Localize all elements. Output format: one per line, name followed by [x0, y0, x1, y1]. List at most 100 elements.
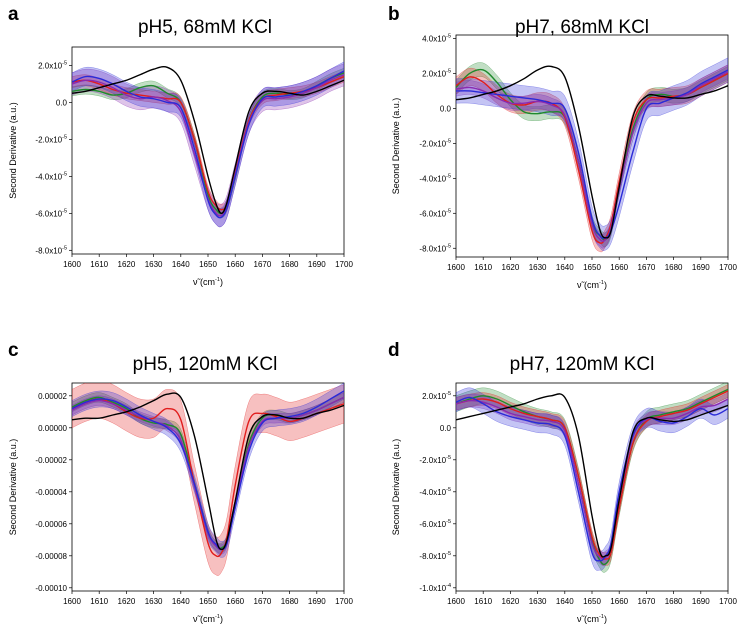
chart-panel-d: d pH7, 120mM KCl 1600 1610 1620 1630 1640 1650 1…	[388, 340, 737, 624]
y-tick-label: 0.0	[440, 424, 452, 433]
series-band-green	[456, 62, 728, 248]
x-tick-label: 1650	[583, 597, 601, 606]
panel-title: pH7, 120mM KCl	[510, 354, 655, 375]
x-tick-label: 1620	[502, 263, 520, 272]
series-line-blue	[72, 390, 344, 551]
x-tick-label: 1640	[172, 597, 190, 606]
x-tick-label: 1660	[610, 597, 628, 606]
series-line-blue	[456, 69, 728, 240]
panel-title: pH7, 68mM KCl	[515, 17, 649, 38]
chart-panel-c: c pH5, 120mM KCl 1600 1610 1620 1630 1640 1650 1…	[8, 340, 353, 624]
x-tick-label: 1700	[335, 260, 353, 269]
y-tick-label: 0.0	[56, 98, 68, 107]
x-tick-label: 1620	[502, 597, 520, 606]
y-tick-label: -6.0x10-5	[419, 208, 451, 218]
y-tick-label: 2.0x10-5	[38, 60, 67, 70]
series-line-red	[72, 398, 344, 558]
y-tick-label: 2.0x10-5	[422, 391, 451, 401]
x-tick-label: 1690	[308, 260, 326, 269]
x-axis-label: ν̃ (cm-1)	[577, 280, 607, 290]
x-tick-label: 1600	[63, 597, 81, 606]
series-band-purple	[456, 64, 728, 249]
series-line-black	[456, 393, 728, 558]
y-tick-label: 0.0	[440, 104, 452, 113]
series-line-black	[72, 65, 344, 215]
panel-letter: b	[388, 4, 400, 25]
x-tick-label: 1680	[665, 263, 683, 272]
y-tick-label: 2.0x10-5	[422, 68, 451, 78]
x-tick-label: 1610	[90, 260, 108, 269]
panel-title: pH5, 120mM KCl	[133, 354, 278, 375]
y-axis-label: Second Derivative (a.u.)	[391, 98, 401, 195]
x-tick-label: 1690	[308, 597, 326, 606]
x-tick-label: 1610	[474, 597, 492, 606]
x-tick-label: 1610	[474, 263, 492, 272]
y-tick-label: -1.0x10-4	[419, 583, 451, 593]
x-tick-label: 1650	[199, 260, 217, 269]
x-tick-label: 1680	[281, 597, 299, 606]
x-tick-label: 1640	[556, 263, 574, 272]
series-line-black	[456, 65, 728, 239]
y-tick-label: -8.0x10-5	[419, 243, 451, 253]
y-tick-label: 4.0x10-5	[422, 33, 451, 43]
y-axis-label: Second Derivative (a.u.)	[8, 102, 18, 199]
x-tick-label: 1630	[529, 263, 547, 272]
y-tick-label: -4.0x10-5	[419, 487, 451, 497]
y-tick-label: -0.00004	[35, 488, 67, 497]
x-tick-label: 1650	[583, 263, 601, 272]
series-line-purple	[72, 74, 344, 217]
y-tick-label: -6.0x10-5	[35, 208, 67, 218]
series-line-red	[456, 390, 728, 560]
panel-letter: a	[8, 4, 19, 25]
series-group	[72, 383, 344, 576]
y-tick-label: -0.00002	[35, 456, 67, 465]
y-tick-label: -0.00006	[35, 520, 67, 529]
series-line-green	[72, 72, 344, 215]
x-tick-label: 1640	[172, 260, 190, 269]
x-tick-label: 1600	[63, 260, 81, 269]
series-group	[456, 57, 728, 253]
series-line-purple	[456, 398, 728, 560]
x-tick-label: 1640	[556, 597, 574, 606]
y-tick-label: -2.0x10-5	[419, 138, 451, 148]
x-tick-label: 1620	[118, 597, 136, 606]
x-tick-label: 1660	[226, 597, 244, 606]
chart-panel-a: a pH5, 68mM KCl 1600 1610 1620 1630 1640 1650 16…	[8, 4, 353, 287]
x-tick-label: 1650	[199, 597, 217, 606]
y-axis-label: Second Derivative (a.u.)	[8, 439, 18, 536]
x-tick-label: 1630	[145, 597, 163, 606]
series-line-black	[72, 392, 344, 551]
series-band-blue	[72, 61, 344, 228]
x-tick-label: 1680	[665, 597, 683, 606]
x-tick-label: 1610	[90, 597, 108, 606]
x-tick-label: 1670	[638, 597, 656, 606]
x-tick-label: 1660	[226, 260, 244, 269]
y-tick-label: -8.0x10-5	[419, 551, 451, 561]
y-tick-label: -6.0x10-5	[419, 519, 451, 529]
x-axis-label: ν̃ (cm-1)	[577, 614, 607, 624]
series-band-blue	[456, 57, 728, 251]
y-tick-label: -0.00010	[35, 584, 67, 593]
x-tick-label: 1680	[281, 260, 299, 269]
x-tick-label: 1670	[638, 263, 656, 272]
y-tick-label: -4.0x10-5	[419, 173, 451, 183]
y-tick-label: -8.0x10-5	[35, 245, 67, 255]
panel-title: pH5, 68mM KCl	[138, 17, 272, 38]
series-band-blue	[456, 387, 728, 571]
series-group	[72, 61, 344, 228]
x-tick-label: 1700	[719, 597, 737, 606]
x-tick-label: 1670	[254, 260, 272, 269]
y-tick-label: -2.0x10-5	[419, 455, 451, 465]
x-tick-label: 1600	[447, 263, 465, 272]
x-tick-label: 1670	[254, 597, 272, 606]
series-band-purple	[72, 392, 344, 555]
x-tick-label: 1700	[719, 263, 737, 272]
x-tick-label: 1660	[610, 263, 628, 272]
y-tick-label: -2.0x10-5	[35, 134, 67, 144]
y-tick-label: 0.00000	[38, 424, 67, 433]
chart-panel-b: b pH7, 68mM KCl 1600 1610 1620 1630 1640 1650 16…	[388, 4, 737, 290]
x-tick-label: 1600	[447, 597, 465, 606]
x-tick-label: 1690	[692, 597, 710, 606]
x-tick-label: 1620	[118, 260, 136, 269]
